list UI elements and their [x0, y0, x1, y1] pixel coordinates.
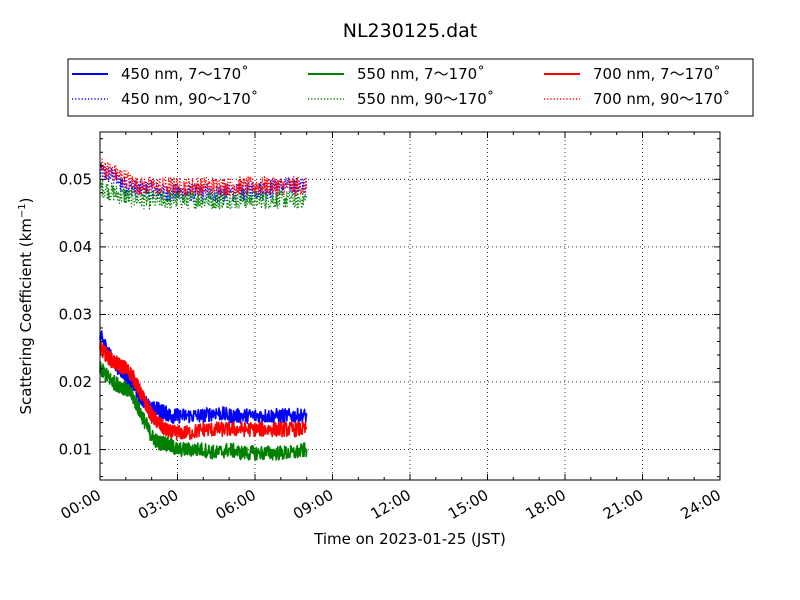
y-tick-label: 0.01 — [59, 441, 92, 459]
plot-frame — [99, 131, 721, 481]
x-tick-label: 03:00 — [135, 486, 181, 523]
y-axis-label-superscript: −1 — [17, 203, 28, 218]
x-tick-label: 24:00 — [678, 486, 724, 523]
legend-label: 450 nm, 90～170˚ — [121, 90, 258, 108]
y-tick-label: 0.05 — [59, 170, 92, 188]
legend-box — [67, 58, 754, 117]
series-layer — [99, 158, 308, 462]
series-line — [99, 361, 308, 462]
chart-title: NL230125.dat — [343, 20, 478, 42]
legend-label: 550 nm, 90～170˚ — [357, 90, 494, 108]
x-tick-label: 09:00 — [290, 486, 336, 523]
y-axis-label: Scattering Coefficient (km−1) — [17, 197, 35, 414]
series-line — [99, 178, 308, 210]
y-axis-label-main: Scattering Coefficient (km — [17, 218, 35, 414]
legend-label: 700 nm, 90～170˚ — [593, 90, 730, 108]
legend-label: 550 nm, 7～170˚ — [357, 65, 485, 83]
x-tick-label: 21:00 — [600, 486, 646, 523]
y-tick-label: 0.03 — [59, 305, 92, 323]
legend: 450 nm, 7～170˚ 450 nm, 90～170˚ 550 nm, 7～1… — [67, 58, 754, 117]
x-tick-label: 00:00 — [58, 486, 104, 523]
x-tick-label: 18:00 — [523, 486, 569, 523]
x-tick-label: 06:00 — [213, 486, 259, 523]
grid-lines — [100, 132, 720, 480]
legend-label: 700 nm, 7～170˚ — [593, 65, 721, 83]
y-tick-label: 0.02 — [59, 373, 92, 391]
series-line — [99, 341, 308, 441]
x-axis-label: Time on 2023-01-25 (JST) — [313, 530, 506, 548]
x-tick-label: 12:00 — [368, 486, 414, 523]
legend-label: 450 nm, 7～170˚ — [121, 65, 249, 83]
x-tick-label: 15:00 — [445, 486, 491, 523]
y-axis-label-close: ) — [17, 197, 35, 203]
y-tick-label: 0.04 — [59, 238, 92, 256]
